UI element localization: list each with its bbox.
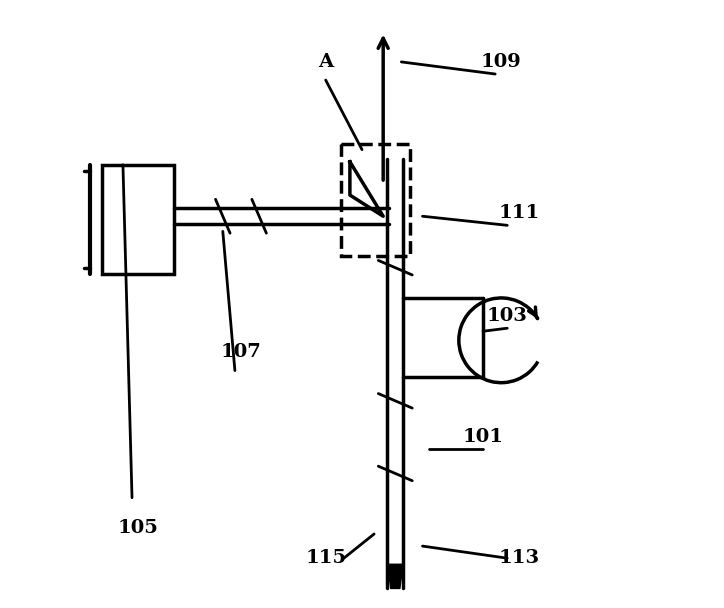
Text: A: A bbox=[318, 53, 333, 71]
Bar bbox=[341, 143, 411, 255]
Text: 113: 113 bbox=[499, 549, 540, 567]
Polygon shape bbox=[387, 564, 403, 589]
Text: 107: 107 bbox=[221, 344, 261, 361]
Text: 103: 103 bbox=[487, 307, 528, 325]
Text: 109: 109 bbox=[481, 53, 521, 71]
Text: 115: 115 bbox=[305, 549, 346, 567]
Text: 101: 101 bbox=[463, 428, 504, 446]
Text: 105: 105 bbox=[117, 519, 159, 537]
Bar bbox=[102, 165, 174, 274]
Text: 111: 111 bbox=[499, 204, 540, 222]
